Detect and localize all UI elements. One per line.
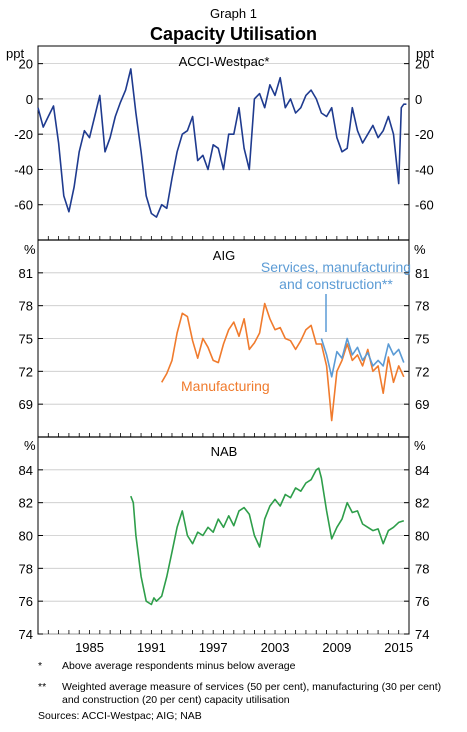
- xtick-label: 1997: [199, 640, 228, 655]
- series-label-services-1: Services, manufacturing: [261, 259, 411, 275]
- ytick-label-right-acci: 0: [415, 92, 422, 107]
- ytick-label-left-acci: -20: [14, 127, 33, 142]
- ytick-label-right-acci: -40: [415, 162, 434, 177]
- xtick-label: 2003: [261, 640, 290, 655]
- ytick-label-left-aig: 69: [19, 397, 33, 412]
- unit-aig-left: %: [24, 242, 36, 257]
- panel-title-nab: NAB: [211, 444, 238, 459]
- ytick-label-right-aig: 75: [415, 332, 429, 347]
- ytick-label-right-nab: 76: [415, 594, 429, 609]
- ytick-label-right-nab: 78: [415, 561, 429, 576]
- ytick-label-left-acci: -60: [14, 198, 33, 213]
- ytick-label-right-acci: 20: [415, 57, 429, 72]
- series-line-manufacturing: [161, 302, 405, 422]
- ytick-label-left-nab: 80: [19, 529, 33, 544]
- unit-acci-right: ppt: [416, 46, 434, 61]
- ytick-label-left-nab: 84: [19, 463, 33, 478]
- footnote-2-mark: **: [38, 681, 47, 693]
- ytick-label-left-acci: 0: [26, 92, 33, 107]
- series-line-nab: [130, 467, 405, 606]
- footnote-1-text: Above average respondents minus below av…: [62, 660, 296, 672]
- ytick-label-right-aig: 81: [415, 266, 429, 281]
- graph-label: Graph 1: [210, 6, 257, 21]
- panel-title-aig: AIG: [213, 248, 235, 263]
- ytick-label-left-aig: 75: [19, 332, 33, 347]
- footnote-2-text: Weighted average measure of services (50…: [62, 681, 442, 706]
- xtick-label: 1991: [137, 640, 166, 655]
- unit-aig-right: %: [414, 242, 426, 257]
- ytick-label-left-acci: 20: [19, 57, 33, 72]
- unit-nab-left: %: [24, 438, 36, 453]
- ytick-label-left-nab: 74: [19, 627, 33, 642]
- series-label-manufacturing: Manufacturing: [181, 378, 270, 394]
- sources: Sources: ACCI-Westpac; AIG; NAB: [38, 710, 202, 722]
- ytick-label-right-nab: 84: [415, 463, 429, 478]
- ytick-label-left-acci: -40: [14, 162, 33, 177]
- ytick-label-right-aig: 72: [415, 364, 429, 379]
- ytick-label-right-nab: 80: [415, 529, 429, 544]
- series-label-services-2: and construction**: [279, 276, 393, 292]
- ytick-label-right-nab: 74: [415, 627, 429, 642]
- xtick-label: 2015: [384, 640, 413, 655]
- ytick-label-right-acci: -60: [415, 198, 434, 213]
- unit-acci-left: ppt: [6, 46, 24, 61]
- ytick-label-left-aig: 72: [19, 364, 33, 379]
- ytick-label-left-nab: 78: [19, 561, 33, 576]
- ytick-label-left-aig: 78: [19, 299, 33, 314]
- chart-title: Capacity Utilisation: [149, 24, 318, 44]
- ytick-label-left-aig: 81: [19, 266, 33, 281]
- unit-nab-right: %: [414, 438, 426, 453]
- panel-title-acci: ACCI-Westpac*: [179, 54, 270, 69]
- ytick-label-left-nab: 76: [19, 594, 33, 609]
- ytick-label-right-acci: -20: [415, 127, 434, 142]
- series-line-acci-westpac: [37, 68, 407, 218]
- footnote-1-mark: *: [38, 660, 43, 672]
- xtick-label: 1985: [75, 640, 104, 655]
- ytick-label-right-aig: 78: [415, 299, 429, 314]
- ytick-label-right-nab: 82: [415, 496, 429, 511]
- xtick-label: 2009: [322, 640, 351, 655]
- ytick-label-left-nab: 82: [19, 496, 33, 511]
- ytick-label-right-aig: 69: [415, 397, 429, 412]
- series-line-services-manufacturing-and-construction: [320, 337, 405, 378]
